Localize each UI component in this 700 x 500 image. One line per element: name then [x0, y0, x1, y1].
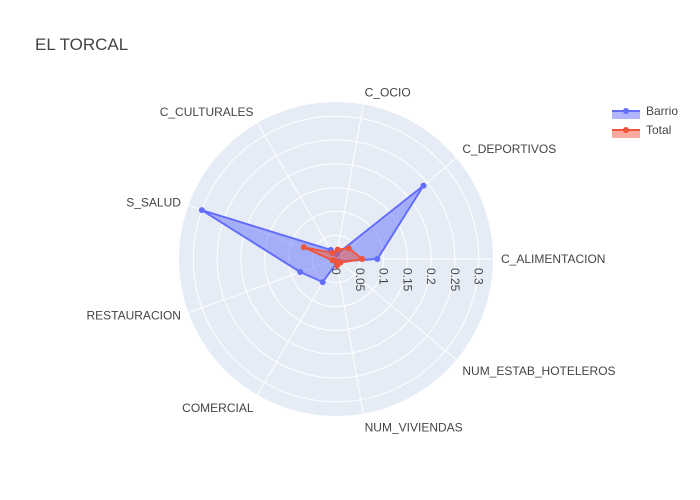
legend-label: Total	[646, 123, 671, 137]
legend-item-total[interactable]: Total	[612, 123, 671, 138]
data-point-total[interactable]	[359, 256, 366, 262]
data-point-barrio[interactable]	[374, 256, 381, 262]
legend[interactable]: Barrio Total	[612, 104, 678, 138]
data-point-total[interactable]	[334, 246, 341, 253]
grid-spoke	[335, 258, 457, 361]
data-point-total[interactable]	[345, 245, 352, 252]
angular-axis-label: S_SALUD	[126, 196, 181, 210]
legend-marker	[623, 108, 629, 114]
data-point-barrio[interactable]	[297, 269, 304, 276]
data-point-total[interactable]	[329, 249, 336, 256]
angular-axis-label: C_CULTURALES	[160, 105, 254, 119]
radial-tick-label: 0.3	[472, 268, 486, 285]
data-point-total[interactable]	[337, 259, 344, 266]
radial-tick-label: 0.25	[448, 268, 462, 292]
data-point-total[interactable]	[300, 244, 307, 251]
radial-tick-label: 0	[329, 268, 343, 275]
radial-tick-label: 0.15	[400, 268, 414, 292]
angular-axis-label: COMERCIAL	[182, 401, 254, 415]
chart-title: EL TORCAL	[35, 35, 128, 54]
radial-tick-label: 0.1	[377, 268, 391, 285]
legend-swatch	[612, 130, 640, 138]
data-point-barrio[interactable]	[420, 182, 427, 189]
grid-spoke	[335, 104, 364, 260]
legend-swatch	[612, 111, 640, 119]
angular-axis-label: C_OCIO	[365, 86, 411, 100]
legend-marker	[623, 127, 629, 133]
angular-axis-label: NUM_VIVIENDAS	[365, 420, 463, 434]
legend-label: Barrio	[646, 104, 678, 118]
data-point-barrio[interactable]	[198, 207, 205, 214]
data-point-barrio[interactable]	[319, 279, 326, 286]
angular-axis-label: C_ALIMENTACION	[501, 252, 605, 266]
data-point-total[interactable]	[332, 257, 339, 264]
angular-axis-labels: C_ALIMENTACION C_DEPORTIVOS C_OCIO C_CULTUR…	[86, 86, 615, 435]
legend-item-barrio[interactable]: Barrio	[612, 104, 678, 119]
radial-tick-label: 0.2	[424, 268, 438, 285]
radial-tick-label: 0.05	[353, 268, 367, 292]
series-layer	[198, 182, 427, 286]
grid-spoke	[257, 122, 337, 260]
angular-axis-label: RESTAURACION	[86, 308, 180, 322]
grid-spoke	[335, 258, 364, 414]
radial-tick-labels: 0 0.05 0.1 0.15 0.2 0.25 0.3	[329, 268, 486, 292]
angular-axis-label: NUM_ESTAB_HOTELEROS	[462, 364, 615, 378]
angular-axis-label: C_DEPORTIVOS	[462, 142, 556, 156]
